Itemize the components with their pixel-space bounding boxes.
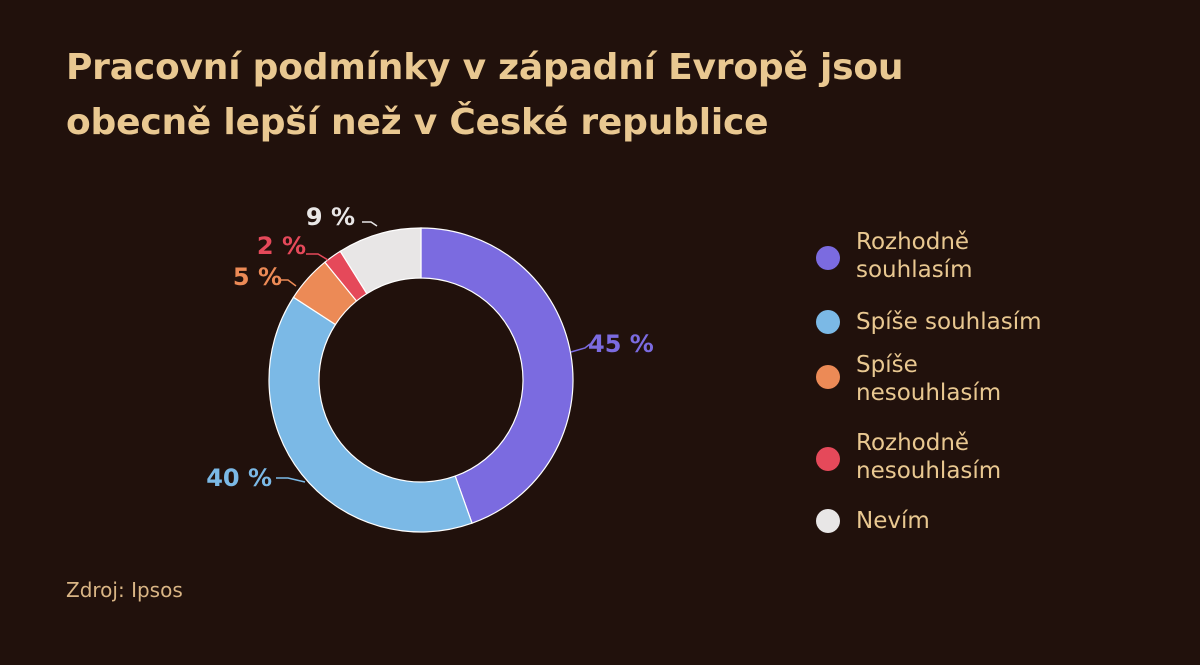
value-label-nevim: 9 % [306,203,355,231]
label-leader-lines [276,221,591,483]
chart-title: Pracovní podmínky v západní Evropě jsou … [66,40,1146,150]
leader-line-spise-nesouhlasim [281,279,297,287]
legend-item-rozhodne-nesouhlasim: Rozhodně nesouhlasím [816,429,1126,507]
value-label-spise-souhlasim: 40 % [206,464,272,492]
legend-label-spise-souhlasim: Spíše souhlasím [856,309,1042,335]
chart-source: Zdroj: Ipsos [66,578,183,602]
legend-label-rozhodne-nesouhlasim: Rozhodně nesouhlasím [856,430,1002,484]
legend-item-rozhodne-souhlasim: Rozhodně souhlasím [816,228,1126,308]
chart-title-line-2: obecně lepší než v České republice [66,102,769,143]
legend-swatch-spise-souhlasim [816,310,840,334]
legend-item-nevim: Nevím [816,507,1126,547]
donut-slices [268,227,574,533]
value-label-spise-nesouhlasim: 5 % [233,263,282,291]
slice-spise-souhlasim [268,296,473,533]
slice-nevim [339,227,422,295]
leader-line-spise-souhlasim [276,477,306,483]
value-label-rozhodne-nesouhlasim: 2 % [257,232,306,260]
legend-label-nevim: Nevím [856,508,930,534]
slice-rozhodne-souhlasim [420,227,574,524]
leader-line-rozhodne-souhlasim [570,343,591,353]
leader-line-rozhodne-nesouhlasim [306,253,329,261]
legend-swatch-rozhodne-nesouhlasim [816,447,840,471]
chart-legend: Rozhodně souhlasím Spíše souhlasím Spíše… [816,228,1126,547]
value-labels: 45 % 40 % 5 % 2 %9 % [206,203,654,492]
value-label-rozhodne-souhlasim: 45 % [588,330,654,358]
legend-item-spise-souhlasim: Spíše souhlasím [816,308,1126,351]
legend-label-rozhodne-souhlasim: Rozhodně souhlasím [856,229,973,283]
legend-swatch-nevim [816,509,840,533]
legend-swatch-rozhodne-souhlasim [816,246,840,270]
chart-title-line-1: Pracovní podmínky v západní Evropě jsou [66,47,904,88]
donut-chart: 45 % 40 % 5 % 2 %9 % [206,203,654,533]
legend-item-spise-nesouhlasim: Spíše nesouhlasím [816,351,1126,429]
leader-line-nevim [362,221,378,227]
legend-label-spise-nesouhlasim: Spíše nesouhlasím [856,352,1002,406]
legend-swatch-spise-nesouhlasim [816,365,840,389]
